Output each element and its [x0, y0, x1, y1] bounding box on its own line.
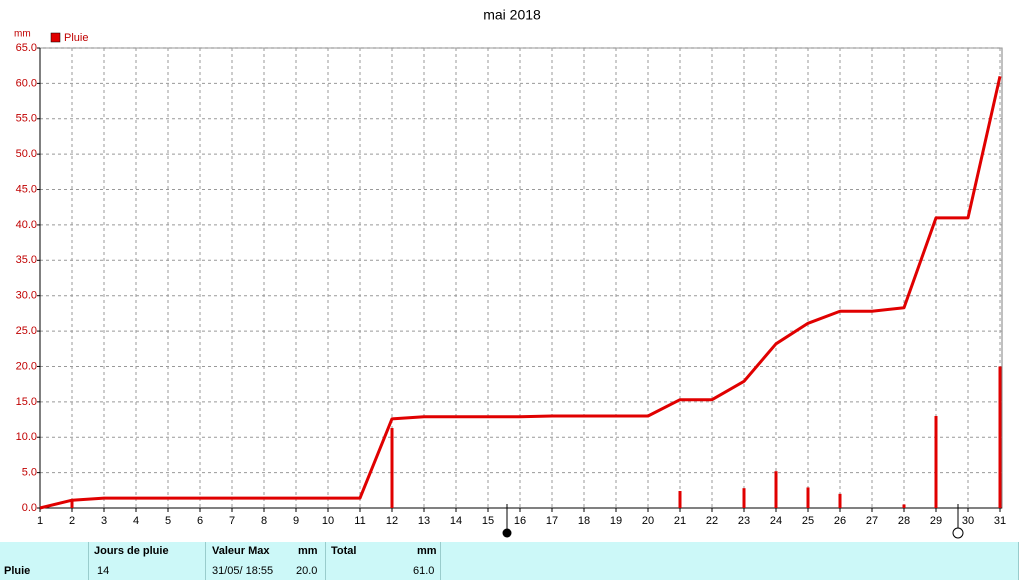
y-tick-label: 10.0 [16, 431, 37, 443]
x-tick-label: 27 [866, 515, 878, 527]
x-tick-label: 9 [293, 515, 299, 527]
x-tick-label: 23 [738, 515, 750, 527]
cell-text: 20.0 [296, 565, 318, 577]
x-tick-label: 17 [546, 515, 558, 527]
x-tick-label: 5 [165, 515, 171, 527]
bar [678, 491, 682, 508]
x-tick-label: 25 [802, 515, 814, 527]
chart: mai 2018 mm Pluie 0.0 5.0 10.0 15.0 20.0 25.0… [14, 7, 1006, 539]
x-tick-label: 14 [450, 515, 462, 527]
header-cell: mm [417, 545, 437, 557]
x-tick-label: 31 [994, 515, 1006, 527]
y-tick-label: 30.0 [16, 290, 37, 302]
header-cell: Total [331, 545, 357, 557]
bar [390, 428, 394, 508]
cell [0, 542, 89, 580]
bar [70, 500, 74, 508]
y-tick-label: 55.0 [16, 113, 37, 125]
x-tick-label: 8 [261, 515, 267, 527]
legend-swatch [50, 32, 61, 43]
legend-label: Pluie [64, 32, 88, 44]
plot-frame [39, 47, 1003, 509]
x-tick-label: 10 [322, 515, 334, 527]
y-tick-label: 35.0 [16, 254, 37, 266]
y-tick-label: 15.0 [16, 396, 37, 408]
summary-table: Jours de pluie Valeur Max mm Total mm Pl… [0, 542, 1024, 580]
x-tick-label: 1 [37, 515, 43, 527]
bar [742, 488, 746, 508]
x-tick-label: 16 [514, 515, 526, 527]
x-tick-label: 3 [101, 515, 107, 527]
row-label: Pluie [4, 565, 31, 577]
y-tick-label: 45.0 [16, 183, 37, 195]
bar [838, 493, 842, 508]
y-tick-label: 60.0 [16, 77, 37, 89]
x-tick-label: 6 [197, 515, 203, 527]
full-moon [952, 527, 964, 539]
cell [326, 542, 441, 580]
header-cell: Valeur Max [212, 545, 270, 557]
cell [441, 542, 1019, 580]
x-tick-label: 22 [706, 515, 718, 527]
cell [206, 542, 326, 580]
bar [998, 366, 1002, 508]
x-tick-label: 24 [770, 515, 782, 527]
bar [774, 471, 778, 508]
x-tick-label: 29 [930, 515, 942, 527]
header-cell: Jours de pluie [94, 545, 169, 557]
x-tick-label: 2 [69, 515, 75, 527]
x-tick-label: 7 [229, 515, 235, 527]
y-tick-label: 25.0 [16, 325, 37, 337]
x-tick-label: 26 [834, 515, 846, 527]
cell-text: 14 [97, 565, 110, 577]
x-tick-label: 21 [674, 515, 686, 527]
bar [902, 504, 906, 508]
y-unit: mm [14, 29, 31, 40]
cell-text: 31/05/ 18:55 [212, 565, 274, 577]
x-tick-label: 4 [133, 515, 139, 527]
y-tick-label: 0.0 [22, 502, 37, 514]
y-tick-label: 50.0 [16, 148, 37, 160]
x-tick-label: 12 [386, 515, 398, 527]
x-tick-label: 19 [610, 515, 622, 527]
y-tick-label: 20.0 [16, 360, 37, 372]
x-tick-label: 18 [578, 515, 590, 527]
new-moon [502, 528, 512, 538]
y-tick-label: 65.0 [16, 42, 37, 54]
bar [806, 487, 810, 508]
chart-title: mai 2018 [483, 7, 541, 23]
header-cell: mm [298, 545, 318, 557]
bar [934, 416, 938, 508]
line [39, 75, 1002, 510]
cell-text: 61.0 [413, 565, 435, 577]
x-tick-label: 11 [354, 515, 365, 527]
x-tick-label: 28 [898, 515, 910, 527]
y-tick-label: 40.0 [16, 219, 37, 231]
x-tick-label: 30 [962, 515, 974, 527]
y-tick-label: 5.0 [22, 467, 37, 479]
cell [89, 542, 206, 580]
x-tick-label: 15 [482, 515, 494, 527]
x-tick-label: 20 [642, 515, 654, 527]
x-tick-label: 13 [418, 515, 430, 527]
